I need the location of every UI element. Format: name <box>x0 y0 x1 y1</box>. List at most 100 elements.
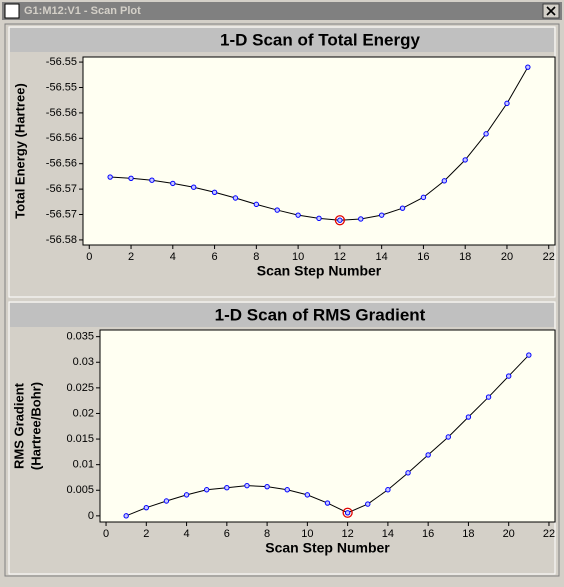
highlight-marker <box>342 507 353 518</box>
title-bar <box>2 2 562 20</box>
data-point <box>211 189 218 195</box>
data-point <box>324 500 331 506</box>
data-point <box>107 174 113 180</box>
x-tick-label: 2 <box>143 528 149 540</box>
x-tick-label: 8 <box>264 528 270 540</box>
data-point <box>344 510 351 516</box>
x-tick-label: 4 <box>170 251 176 263</box>
data-point <box>244 482 250 489</box>
data-point <box>143 504 150 511</box>
y-tick-label: -56.56 <box>46 132 77 144</box>
x-tick-label: 8 <box>253 251 259 263</box>
data-point <box>295 212 301 218</box>
y-tick-label: -56.58 <box>46 234 77 246</box>
x-tick-label: 20 <box>503 528 515 540</box>
data-point <box>123 513 129 519</box>
y-tick-label: 0.015 <box>66 433 94 445</box>
data-point <box>316 215 322 222</box>
y-tick-label: 0.02 <box>73 407 94 419</box>
x-tick-label: 6 <box>224 528 230 540</box>
y-tick-label: -56.55 <box>46 56 77 68</box>
x-tick-label: 20 <box>501 251 513 263</box>
x-tick-label: 10 <box>301 528 313 540</box>
x-tick-label: 14 <box>376 251 388 263</box>
data-point <box>204 487 210 493</box>
y-tick-label: 0.005 <box>66 484 94 496</box>
plot-area <box>99 329 556 523</box>
y-tick-label: 0.03 <box>73 356 94 368</box>
highlight-marker <box>334 215 346 226</box>
y-tick-label: -56.57 <box>46 208 77 220</box>
y-tick-label: -56.57 <box>46 183 77 195</box>
y-tick-label: -56.56 <box>46 107 77 119</box>
data-point <box>337 217 343 223</box>
x-tick-label: 12 <box>334 251 346 263</box>
x-tick-label: 6 <box>212 251 218 263</box>
y-tick-label: 0 <box>88 510 94 522</box>
data-point <box>405 470 411 476</box>
y-axis-label: Total Energy (Hartree) <box>12 83 27 219</box>
data-point <box>183 492 190 498</box>
y-tick-label: 0.035 <box>66 331 94 343</box>
data-point <box>365 501 371 507</box>
data-point <box>224 484 230 491</box>
x-tick-label: 16 <box>417 251 429 263</box>
title-band <box>10 303 554 327</box>
x-tick-label: 10 <box>292 251 304 263</box>
data-point <box>441 178 448 184</box>
chart-title: 1-D Scan of Total Energy <box>220 30 420 49</box>
window-title: G1:M12:V1 - Scan Plot <box>24 5 141 17</box>
data-point <box>149 177 155 183</box>
x-tick-label: 18 <box>459 251 471 263</box>
x-tick-label: 12 <box>342 528 354 540</box>
close-icon <box>546 6 556 16</box>
y-tick-label: -56.56 <box>46 158 77 170</box>
data-point <box>445 434 451 440</box>
x-tick-label: 4 <box>184 528 190 540</box>
y-tick-label: -56.55 <box>46 81 77 93</box>
data-point <box>399 205 406 211</box>
data-point <box>525 64 531 70</box>
x-tick-label: 0 <box>103 528 109 540</box>
panel-border <box>4 23 560 577</box>
window-icon <box>4 3 20 19</box>
y-tick-label: 0.025 <box>66 382 94 394</box>
title-band <box>10 28 554 52</box>
data-point <box>274 207 280 213</box>
data-point <box>465 414 472 420</box>
data-point <box>385 487 391 493</box>
x-tick-label: 2 <box>128 251 134 263</box>
data-point <box>284 487 290 493</box>
data-point <box>425 452 431 458</box>
data-point <box>264 483 270 490</box>
x-tick-label: 18 <box>462 528 474 540</box>
data-point <box>462 157 468 163</box>
y-axis-label: RMS Gradient <box>11 382 26 469</box>
data-point <box>483 131 489 137</box>
data-point <box>420 194 427 201</box>
data-point <box>170 180 176 187</box>
y-axis-label: (Hartree/Bohr) <box>28 382 43 470</box>
data-point <box>358 216 364 222</box>
data-point <box>526 352 532 358</box>
data-point <box>378 212 385 218</box>
x-tick-label: 14 <box>382 528 394 540</box>
data-point <box>304 492 311 498</box>
x-tick-label: 22 <box>543 251 555 263</box>
x-axis-label: Scan Step Number <box>265 540 390 556</box>
data-point <box>128 175 134 182</box>
data-point <box>253 201 260 208</box>
plot-area <box>82 56 556 246</box>
x-tick-label: 16 <box>422 528 434 540</box>
x-axis-label: Scan Step Number <box>257 263 382 279</box>
data-point <box>504 100 510 107</box>
data-point <box>485 394 492 400</box>
x-tick-label: 0 <box>86 251 92 263</box>
data-point <box>505 373 512 379</box>
y-tick-label: 0.01 <box>73 459 94 471</box>
data-point <box>163 498 170 504</box>
chart-title: 1-D Scan of RMS Gradient <box>215 305 426 324</box>
x-tick-label: 22 <box>543 528 555 540</box>
data-point <box>232 195 239 201</box>
